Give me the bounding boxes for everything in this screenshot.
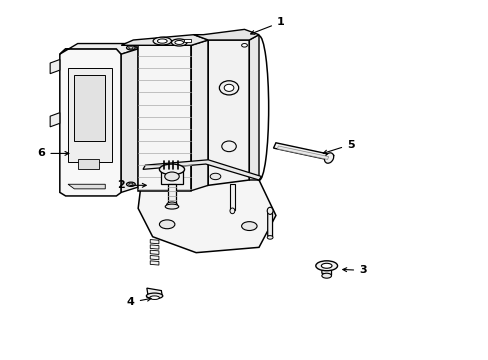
- Polygon shape: [146, 288, 162, 296]
- Polygon shape: [150, 261, 159, 265]
- Ellipse shape: [210, 173, 221, 180]
- Polygon shape: [193, 30, 259, 40]
- Polygon shape: [68, 184, 105, 189]
- Ellipse shape: [126, 46, 135, 50]
- Polygon shape: [168, 184, 176, 205]
- Ellipse shape: [166, 202, 177, 208]
- Ellipse shape: [159, 164, 184, 175]
- Ellipse shape: [126, 182, 135, 186]
- Ellipse shape: [165, 204, 179, 209]
- Ellipse shape: [321, 273, 331, 278]
- Ellipse shape: [175, 41, 183, 44]
- Polygon shape: [267, 210, 272, 237]
- Text: 4: 4: [127, 297, 151, 307]
- Polygon shape: [60, 49, 121, 196]
- Polygon shape: [60, 44, 138, 54]
- Polygon shape: [68, 68, 111, 162]
- Ellipse shape: [224, 84, 233, 91]
- Polygon shape: [321, 266, 331, 275]
- Ellipse shape: [171, 39, 186, 46]
- Ellipse shape: [219, 81, 238, 95]
- Polygon shape: [249, 35, 259, 180]
- Text: 3: 3: [342, 265, 366, 275]
- Ellipse shape: [315, 261, 337, 271]
- Ellipse shape: [128, 183, 133, 185]
- Polygon shape: [78, 159, 99, 169]
- Polygon shape: [50, 113, 60, 127]
- Polygon shape: [229, 184, 234, 210]
- Polygon shape: [208, 40, 249, 185]
- Ellipse shape: [321, 263, 331, 268]
- Polygon shape: [161, 169, 182, 184]
- Ellipse shape: [266, 236, 272, 239]
- Polygon shape: [50, 59, 60, 74]
- Ellipse shape: [229, 208, 234, 214]
- Text: 1: 1: [250, 17, 284, 34]
- Ellipse shape: [157, 39, 167, 43]
- Text: 5: 5: [323, 140, 354, 154]
- Ellipse shape: [241, 222, 257, 230]
- Polygon shape: [273, 143, 333, 161]
- Polygon shape: [150, 250, 159, 255]
- Polygon shape: [74, 76, 105, 141]
- Ellipse shape: [149, 296, 159, 300]
- Polygon shape: [121, 49, 138, 192]
- Text: 6: 6: [38, 148, 69, 158]
- Ellipse shape: [241, 44, 247, 47]
- Polygon shape: [150, 256, 159, 260]
- Ellipse shape: [164, 172, 179, 181]
- Polygon shape: [191, 40, 208, 191]
- Polygon shape: [277, 146, 328, 159]
- Polygon shape: [150, 245, 159, 249]
- Polygon shape: [138, 164, 275, 253]
- Ellipse shape: [324, 153, 333, 163]
- Text: 2: 2: [117, 180, 146, 190]
- Polygon shape: [138, 45, 191, 191]
- Ellipse shape: [146, 293, 163, 299]
- Polygon shape: [183, 39, 191, 42]
- Ellipse shape: [159, 220, 175, 229]
- Polygon shape: [142, 160, 261, 180]
- Polygon shape: [121, 35, 208, 45]
- Polygon shape: [150, 239, 159, 244]
- Ellipse shape: [128, 47, 133, 49]
- Ellipse shape: [266, 207, 272, 215]
- Ellipse shape: [153, 37, 171, 45]
- Ellipse shape: [222, 141, 236, 152]
